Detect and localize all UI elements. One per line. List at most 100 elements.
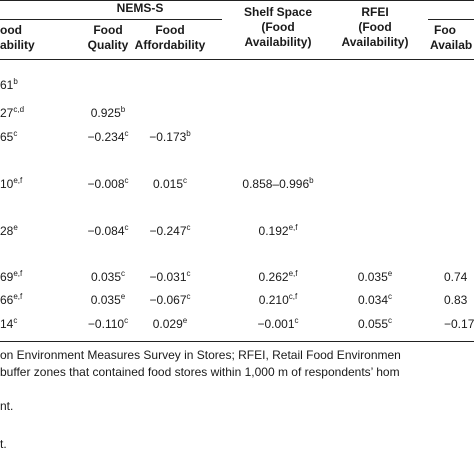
table-cell: 0.210c,f <box>228 293 328 308</box>
table-cell: 0.034c <box>330 293 420 308</box>
col-food-availability-header-line2: ability <box>0 38 35 52</box>
cell-superscript: c,d <box>13 105 25 114</box>
cell-superscript: c <box>124 223 129 232</box>
table-cell: 61b <box>0 78 40 93</box>
cell-value: 0.262 <box>258 270 289 284</box>
table-cell: 0.858–0.996b <box>228 177 328 192</box>
table-cell: 0.262e,f <box>228 270 328 285</box>
table-cell: 28e <box>0 224 40 239</box>
cell-superscript: b <box>120 105 126 114</box>
table-cell: 0.035c <box>58 270 158 285</box>
cell-superscript: e <box>387 269 393 278</box>
cell-superscript: c <box>294 316 299 325</box>
cell-value: 66 <box>0 293 14 307</box>
cell-superscript: c <box>186 223 191 232</box>
cell-superscript: c <box>121 269 126 278</box>
col-food-affordability-header-line2: Affordability <box>134 38 206 52</box>
cell-superscript: c <box>13 316 18 325</box>
cell-superscript: c,f <box>288 292 298 301</box>
table-cell: 0.192e,f <box>228 224 328 239</box>
table-bottom-rule <box>0 341 474 342</box>
footnote-line-3: nt. <box>0 399 14 413</box>
cell-value: 0.035 <box>90 293 121 307</box>
table-cell: −0.110c <box>58 317 158 332</box>
col-shelf-space-header-line3: Availability) <box>244 35 312 49</box>
cell-superscript: c <box>124 316 129 325</box>
cell-superscript: e <box>120 292 126 301</box>
cell-value: 0.858–0.996 <box>242 177 310 191</box>
cell-value: −0.067 <box>149 293 187 307</box>
table-cell: 65c <box>0 130 40 145</box>
table-cell: 0.74 <box>444 270 474 285</box>
cell-superscript: b <box>309 176 314 185</box>
cell-superscript: e,f <box>13 269 23 278</box>
table-cell: 0.83 <box>444 293 474 308</box>
col-rfei-header-line3: Availability) <box>341 35 409 49</box>
cell-value: 28 <box>0 224 14 238</box>
table-cell: 0.035e <box>58 293 158 308</box>
cell-value: 69 <box>0 270 14 284</box>
last-group-rule <box>428 19 474 20</box>
cell-superscript: e,f <box>288 269 298 278</box>
col-food-quality-header-line1: Food <box>93 23 123 37</box>
table-cell: −0.084c <box>58 224 158 239</box>
cell-value: 65 <box>0 130 14 144</box>
cell-superscript: c <box>186 269 191 278</box>
cell-value: −0.247 <box>149 224 187 238</box>
table-cell: −0.173b <box>120 130 220 145</box>
cell-superscript: e <box>182 316 188 325</box>
cell-value: 0.74 <box>444 270 468 284</box>
cell-superscript: c <box>124 129 129 138</box>
table-cell: 66e,f <box>0 293 40 308</box>
cell-superscript: e,f <box>13 292 23 301</box>
cell-value: 14 <box>0 317 14 331</box>
table-cell: 14c <box>0 317 40 332</box>
cell-value: 0.029 <box>152 317 183 331</box>
table-cell: −0.031c <box>120 270 220 285</box>
cell-value: −0.001 <box>257 317 295 331</box>
cell-superscript: c <box>186 292 191 301</box>
col-shelf-space-header-line1: Shelf Space <box>243 5 313 19</box>
cell-value: 0.210 <box>258 293 289 307</box>
table-cell: −0.17 <box>444 317 474 332</box>
table-cell: 0.035e <box>330 270 420 285</box>
cell-value: 61 <box>0 78 14 92</box>
cell-value: −0.031 <box>149 270 187 284</box>
table-cell: −0.008c <box>58 177 158 192</box>
table-cell: 10e,f <box>0 177 40 192</box>
cell-value: 10 <box>0 177 14 191</box>
header-bottom-rule <box>0 59 474 60</box>
cell-value: 0.055 <box>357 317 389 331</box>
cell-value: 0.83 <box>444 293 468 307</box>
cell-value: −0.110 <box>87 317 125 331</box>
col-rfei-header-line1: RFEI <box>361 5 389 19</box>
col-food-availability-header-line1: ood <box>0 23 22 37</box>
table-cell: 0.015c <box>120 177 220 192</box>
cell-value: 0.192 <box>258 224 289 238</box>
table-cell: 0.055c <box>330 317 420 332</box>
col-last-header-line2: Availab <box>430 38 473 52</box>
cell-superscript: e,f <box>288 223 298 232</box>
cell-value: −0.173 <box>149 130 187 144</box>
col-last-header-line1: Foo <box>434 23 456 37</box>
col-food-quality-header-line2: Quality <box>87 38 129 52</box>
nems-s-group-header: NEMS-S <box>116 1 164 15</box>
table-cell: −0.247c <box>120 224 220 239</box>
footnote-line-1: on Environment Measures Survey in Stores… <box>0 348 401 362</box>
cell-value: 0.034 <box>357 293 389 307</box>
col-rfei-header-line2: (Food <box>358 20 392 34</box>
cell-superscript: c <box>388 292 393 301</box>
cell-value: −0.084 <box>87 224 125 238</box>
col-shelf-space-header-line2: (Food <box>261 20 295 34</box>
top-rule <box>0 0 474 1</box>
cell-value: 27 <box>0 106 14 120</box>
cell-superscript: e,f <box>13 176 23 185</box>
cell-superscript: c <box>124 176 129 185</box>
cell-value: 0.925 <box>90 106 121 120</box>
cell-superscript: b <box>13 77 18 86</box>
table-cell: 0.029e <box>120 317 220 332</box>
cell-value: 0.035 <box>90 270 122 284</box>
cell-value: 0.035 <box>357 270 388 284</box>
cell-superscript: c <box>183 176 188 185</box>
